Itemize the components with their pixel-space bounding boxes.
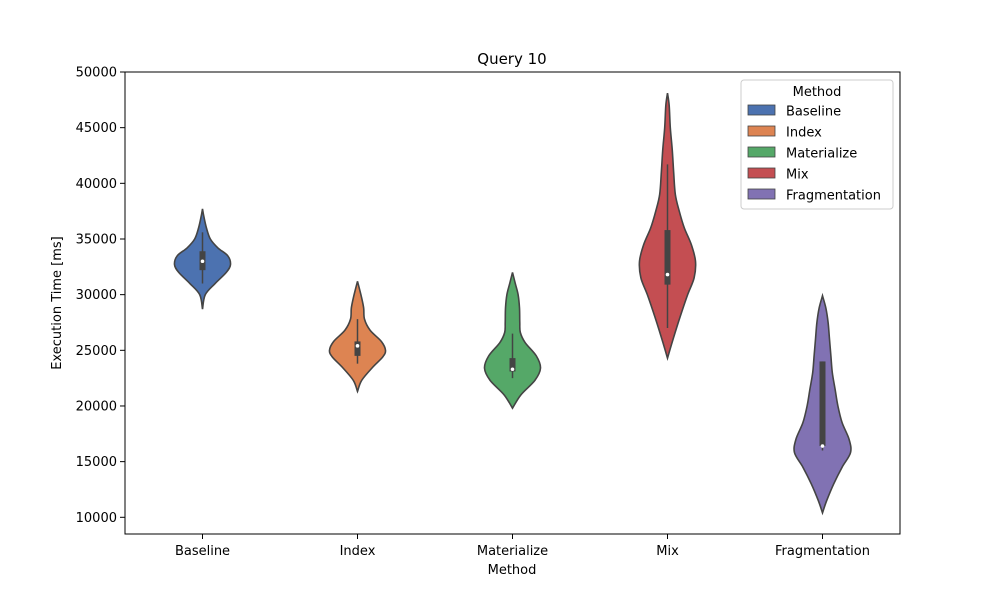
iqr-box-mix	[664, 230, 671, 285]
legend-title: Method	[793, 85, 842, 100]
y-tick-label: 40000	[76, 177, 117, 192]
y-tick-label: 30000	[76, 288, 117, 303]
y-tick-label: 20000	[76, 399, 117, 414]
x-tick-label: Index	[340, 544, 376, 559]
legend-swatch-materialize	[747, 146, 776, 158]
median-dot-index	[355, 344, 360, 348]
legend-swatch-mix	[747, 167, 776, 179]
legend-label-baseline: Baseline	[786, 105, 841, 120]
y-tick-label: 35000	[76, 232, 117, 247]
median-dot-baseline	[200, 259, 205, 264]
y-tick-label: 15000	[76, 455, 117, 470]
x-axis-label: Method	[488, 563, 537, 578]
median-dot-fragmentation	[820, 444, 825, 448]
violins-layer	[173, 93, 852, 516]
y-axis-label: Execution Time [ms]	[50, 236, 65, 369]
legend-label-materialize: Materialize	[786, 147, 857, 162]
legend-swatch-fragmentation	[747, 188, 776, 200]
chart-title: Query 10	[477, 50, 546, 68]
y-tick-label: 50000	[76, 66, 117, 81]
y-axis: 10000 15000 20000 25000 30000 35000 40000 45000…	[76, 66, 125, 526]
y-tick-label: 10000	[76, 511, 117, 526]
median-dot-materialize	[510, 367, 515, 372]
y-tick-label: 25000	[76, 344, 117, 359]
x-tick-label: Baseline	[175, 544, 230, 559]
x-tick-label: Fragmentation	[775, 544, 870, 559]
x-tick-label: Materialize	[477, 544, 548, 559]
legend-label-index: Index	[786, 126, 822, 141]
legend-frame	[740, 79, 894, 210]
legend-swatch-baseline	[747, 104, 776, 116]
legend: Method Baseline Index Materialize Mix Fragme…	[740, 79, 894, 210]
iqr-box-materialize	[509, 358, 516, 372]
legend-items: Baseline Index Materialize Mix Fragmentation	[747, 104, 881, 204]
x-tick-label: Mix	[656, 544, 679, 559]
median-dot-mix	[665, 272, 670, 277]
iqr-box-index	[354, 341, 361, 356]
iqr-box-fragmentation	[819, 361, 826, 447]
x-axis: Baseline Index Materialize Mix Fragmentation	[175, 534, 870, 559]
y-tick-label: 45000	[76, 121, 117, 136]
legend-label-fragmentation: Fragmentation	[786, 189, 881, 204]
legend-swatch-index	[747, 125, 776, 137]
legend-label-mix: Mix	[786, 168, 809, 183]
